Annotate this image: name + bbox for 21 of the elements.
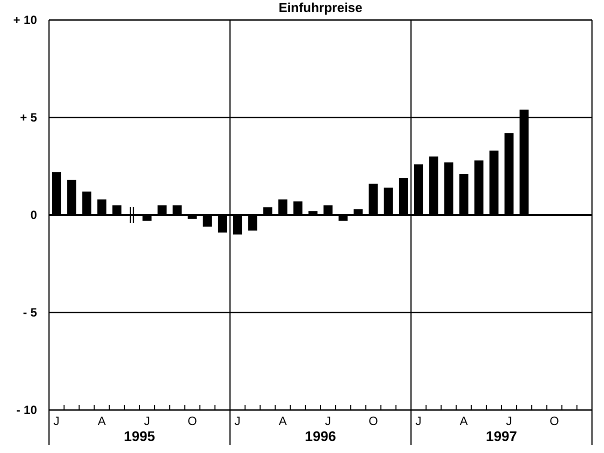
x-tick-label: A — [460, 414, 468, 428]
x-tick-label: A — [98, 414, 106, 428]
x-tick-label: J — [144, 414, 150, 428]
text: 1995 — [124, 428, 156, 444]
x-tick-label: J — [325, 414, 332, 428]
x-tick-label: A — [278, 414, 287, 428]
y-tick-label: 0 — [30, 208, 38, 222]
x-tick-label: J — [234, 414, 241, 428]
text: 1996 — [304, 428, 336, 444]
x-tick-label: J — [416, 414, 422, 428]
x-tick-label: J — [506, 414, 512, 428]
y-tick-label: + 10 — [13, 13, 38, 27]
x-tick-label: O — [368, 414, 378, 428]
y-tick-label: - 5 — [22, 306, 38, 320]
x-tick-label: O — [188, 414, 197, 428]
y-tick-label: - 10 — [16, 403, 38, 417]
y-tick-label: + 5 — [20, 110, 38, 124]
text: 1997 — [486, 428, 518, 444]
chart-title: Einfuhrpreise — [278, 0, 362, 15]
x-tick-label: J — [54, 414, 60, 428]
x-tick-label: O — [550, 414, 559, 428]
